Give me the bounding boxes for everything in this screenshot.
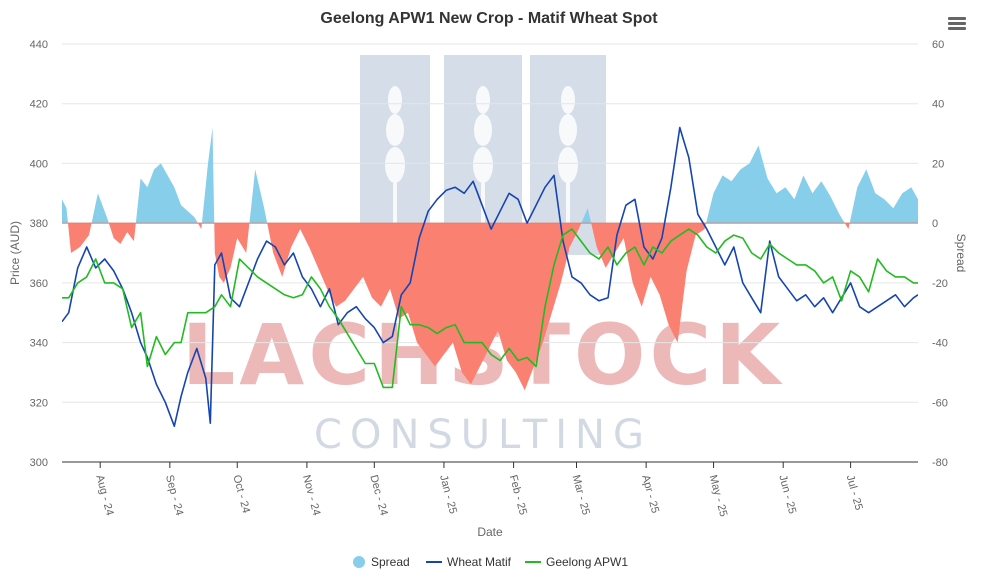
y-tick-label: 320 xyxy=(30,397,48,409)
line-series xyxy=(62,126,918,427)
x-tick-label: Apr - 25 xyxy=(639,474,661,515)
legend-swatch xyxy=(353,556,365,568)
x-tick-label: Mar - 25 xyxy=(570,474,592,517)
x-tick-label: Nov - 24 xyxy=(300,474,322,517)
x-axis-title: Date xyxy=(477,525,503,539)
legend-label: Geelong APW1 xyxy=(546,555,628,569)
y-axis-left: 300 320 340 360 380 400 420 440 xyxy=(30,39,48,469)
series-line-wheat-matif xyxy=(62,126,918,427)
legend-label: Wheat Matif xyxy=(447,555,512,569)
x-tick-label: Jun - 25 xyxy=(776,474,798,516)
legend-item[interactable]: Geelong APW1 xyxy=(525,555,628,569)
y2-tick-label: -80 xyxy=(932,457,948,469)
spread-area-negative xyxy=(62,223,918,391)
x-tick-label: Jul - 25 xyxy=(844,474,865,512)
y2-tick-label: -60 xyxy=(932,397,948,409)
y2-axis-title: Spread xyxy=(954,234,968,273)
y2-tick-label: 0 xyxy=(932,218,938,230)
chart-title: Geelong APW1 New Crop - Matif Wheat Spot xyxy=(320,10,658,27)
x-tick-label: Oct - 24 xyxy=(230,474,252,515)
y-tick-label: 360 xyxy=(30,278,48,290)
y2-tick-label: 20 xyxy=(932,158,944,170)
legend: Spread Wheat Matif Geelong APW1 xyxy=(353,555,628,569)
legend-label: Spread xyxy=(371,555,410,569)
x-axis: Aug - 24 Sep - 24 Oct - 24 Nov - 24 Dec - 24… xyxy=(93,462,865,518)
watermark-line2: CONSULTING xyxy=(314,412,652,458)
y-tick-label: 400 xyxy=(30,158,48,170)
y-tick-label: 440 xyxy=(30,39,48,51)
x-tick-label: Sep - 24 xyxy=(163,474,185,517)
spread-area-positive xyxy=(62,127,918,224)
x-tick-label: Aug - 24 xyxy=(93,474,115,517)
x-tick-label: Dec - 24 xyxy=(367,474,389,517)
legend-item[interactable]: Spread xyxy=(353,555,410,569)
legend-item[interactable]: Wheat Matif xyxy=(426,555,512,569)
series-line-geelong-apw1 xyxy=(62,228,918,389)
y-tick-label: 380 xyxy=(30,218,48,230)
x-tick-label: Feb - 25 xyxy=(507,474,529,517)
y2-tick-label: 40 xyxy=(932,99,944,111)
x-tick-label: May - 25 xyxy=(707,474,730,518)
y2-tick-label: 60 xyxy=(932,39,944,51)
spread-series xyxy=(62,127,918,391)
y-tick-label: 340 xyxy=(30,338,48,350)
y-tick-label: 420 xyxy=(30,99,48,111)
x-tick-label: Jan - 25 xyxy=(437,474,459,516)
y-axis-right: -80 -60 -40 -20 0 20 40 60 xyxy=(932,39,948,469)
y2-tick-label: -40 xyxy=(932,338,948,350)
hamburger-menu-icon[interactable] xyxy=(946,14,968,36)
y2-tick-label: -20 xyxy=(932,278,948,290)
y-tick-label: 300 xyxy=(30,457,48,469)
y-axis-title: Price (AUD) xyxy=(8,221,22,285)
